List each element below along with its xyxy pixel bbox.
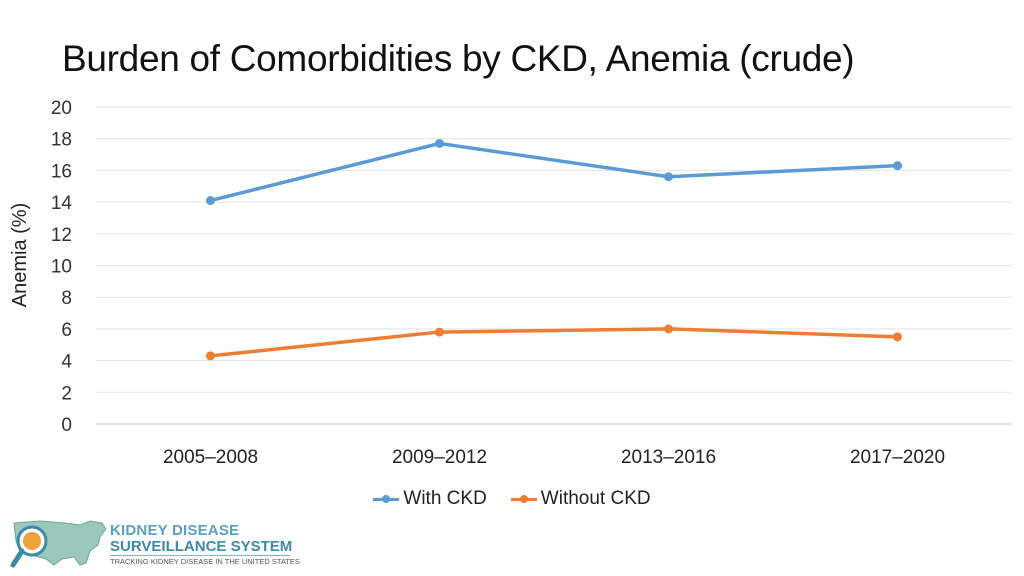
x-tick-label: 2013–2016 [621,447,716,468]
legend-item-with-ckd: With CKD [373,488,487,510]
y-tick-label: 18 [51,130,72,151]
legend-swatch-with-ckd [373,492,400,506]
legend-label-without-ckd: Without CKD [540,488,651,509]
series-line-without-ckd [208,327,900,358]
series-line-with-ckd [208,141,900,203]
logo-text-line1: KIDNEY DISEASE [110,522,240,539]
data-point-without-ckd [893,332,902,342]
chart-title: Burden of Comorbidities by CKD, Anemia (… [62,38,855,79]
y-tick-label: 12 [51,225,72,246]
y-tick-label: 20 [51,98,72,119]
y-tick-label: 2 [61,383,72,404]
line-chart: 0 2 4 6 8 10 12 14 16 18 20 2005–2008 2009–2012 2013… [9,98,1012,468]
y-tick-label: 16 [51,161,72,182]
data-point-with-ckd [664,172,673,182]
y-tick-label: 14 [51,193,73,214]
x-tick-label: 2017–2020 [850,447,945,468]
logo-text-line3: TRACKING KIDNEY DISEASE IN THE UNITED ST… [110,557,300,566]
legend-label-with-ckd: With CKD [403,488,487,509]
data-point-with-ckd [435,138,444,148]
logo-divider [110,555,290,556]
data-point-without-ckd [664,324,673,334]
kdss-logo: KIDNEY DISEASE SURVEILLANCE SYSTEM TRACK… [10,515,300,573]
data-point-with-ckd [206,196,215,206]
data-point-with-ckd [893,161,902,171]
y-tick-label: 10 [51,257,72,278]
legend-swatch-without-ckd [510,492,537,506]
legend: With CKD Without CKD [0,488,1024,510]
y-tick-label: 0 [61,415,72,436]
y-tick-label: 4 [61,352,72,373]
data-point-without-ckd [435,327,444,337]
us-map-logo-icon [10,520,107,568]
x-tick-label: 2005–2008 [163,447,258,468]
y-tick-label: 6 [61,320,72,341]
y-axis-label: Anemia (%) [9,203,31,307]
legend-item-without-ckd: Without CKD [510,488,651,510]
data-point-without-ckd [206,351,215,361]
logo-text-line2: SURVEILLANCE SYSTEM [110,538,293,555]
x-tick-label: 2009–2012 [392,447,487,468]
y-tick-label: 8 [61,288,72,309]
